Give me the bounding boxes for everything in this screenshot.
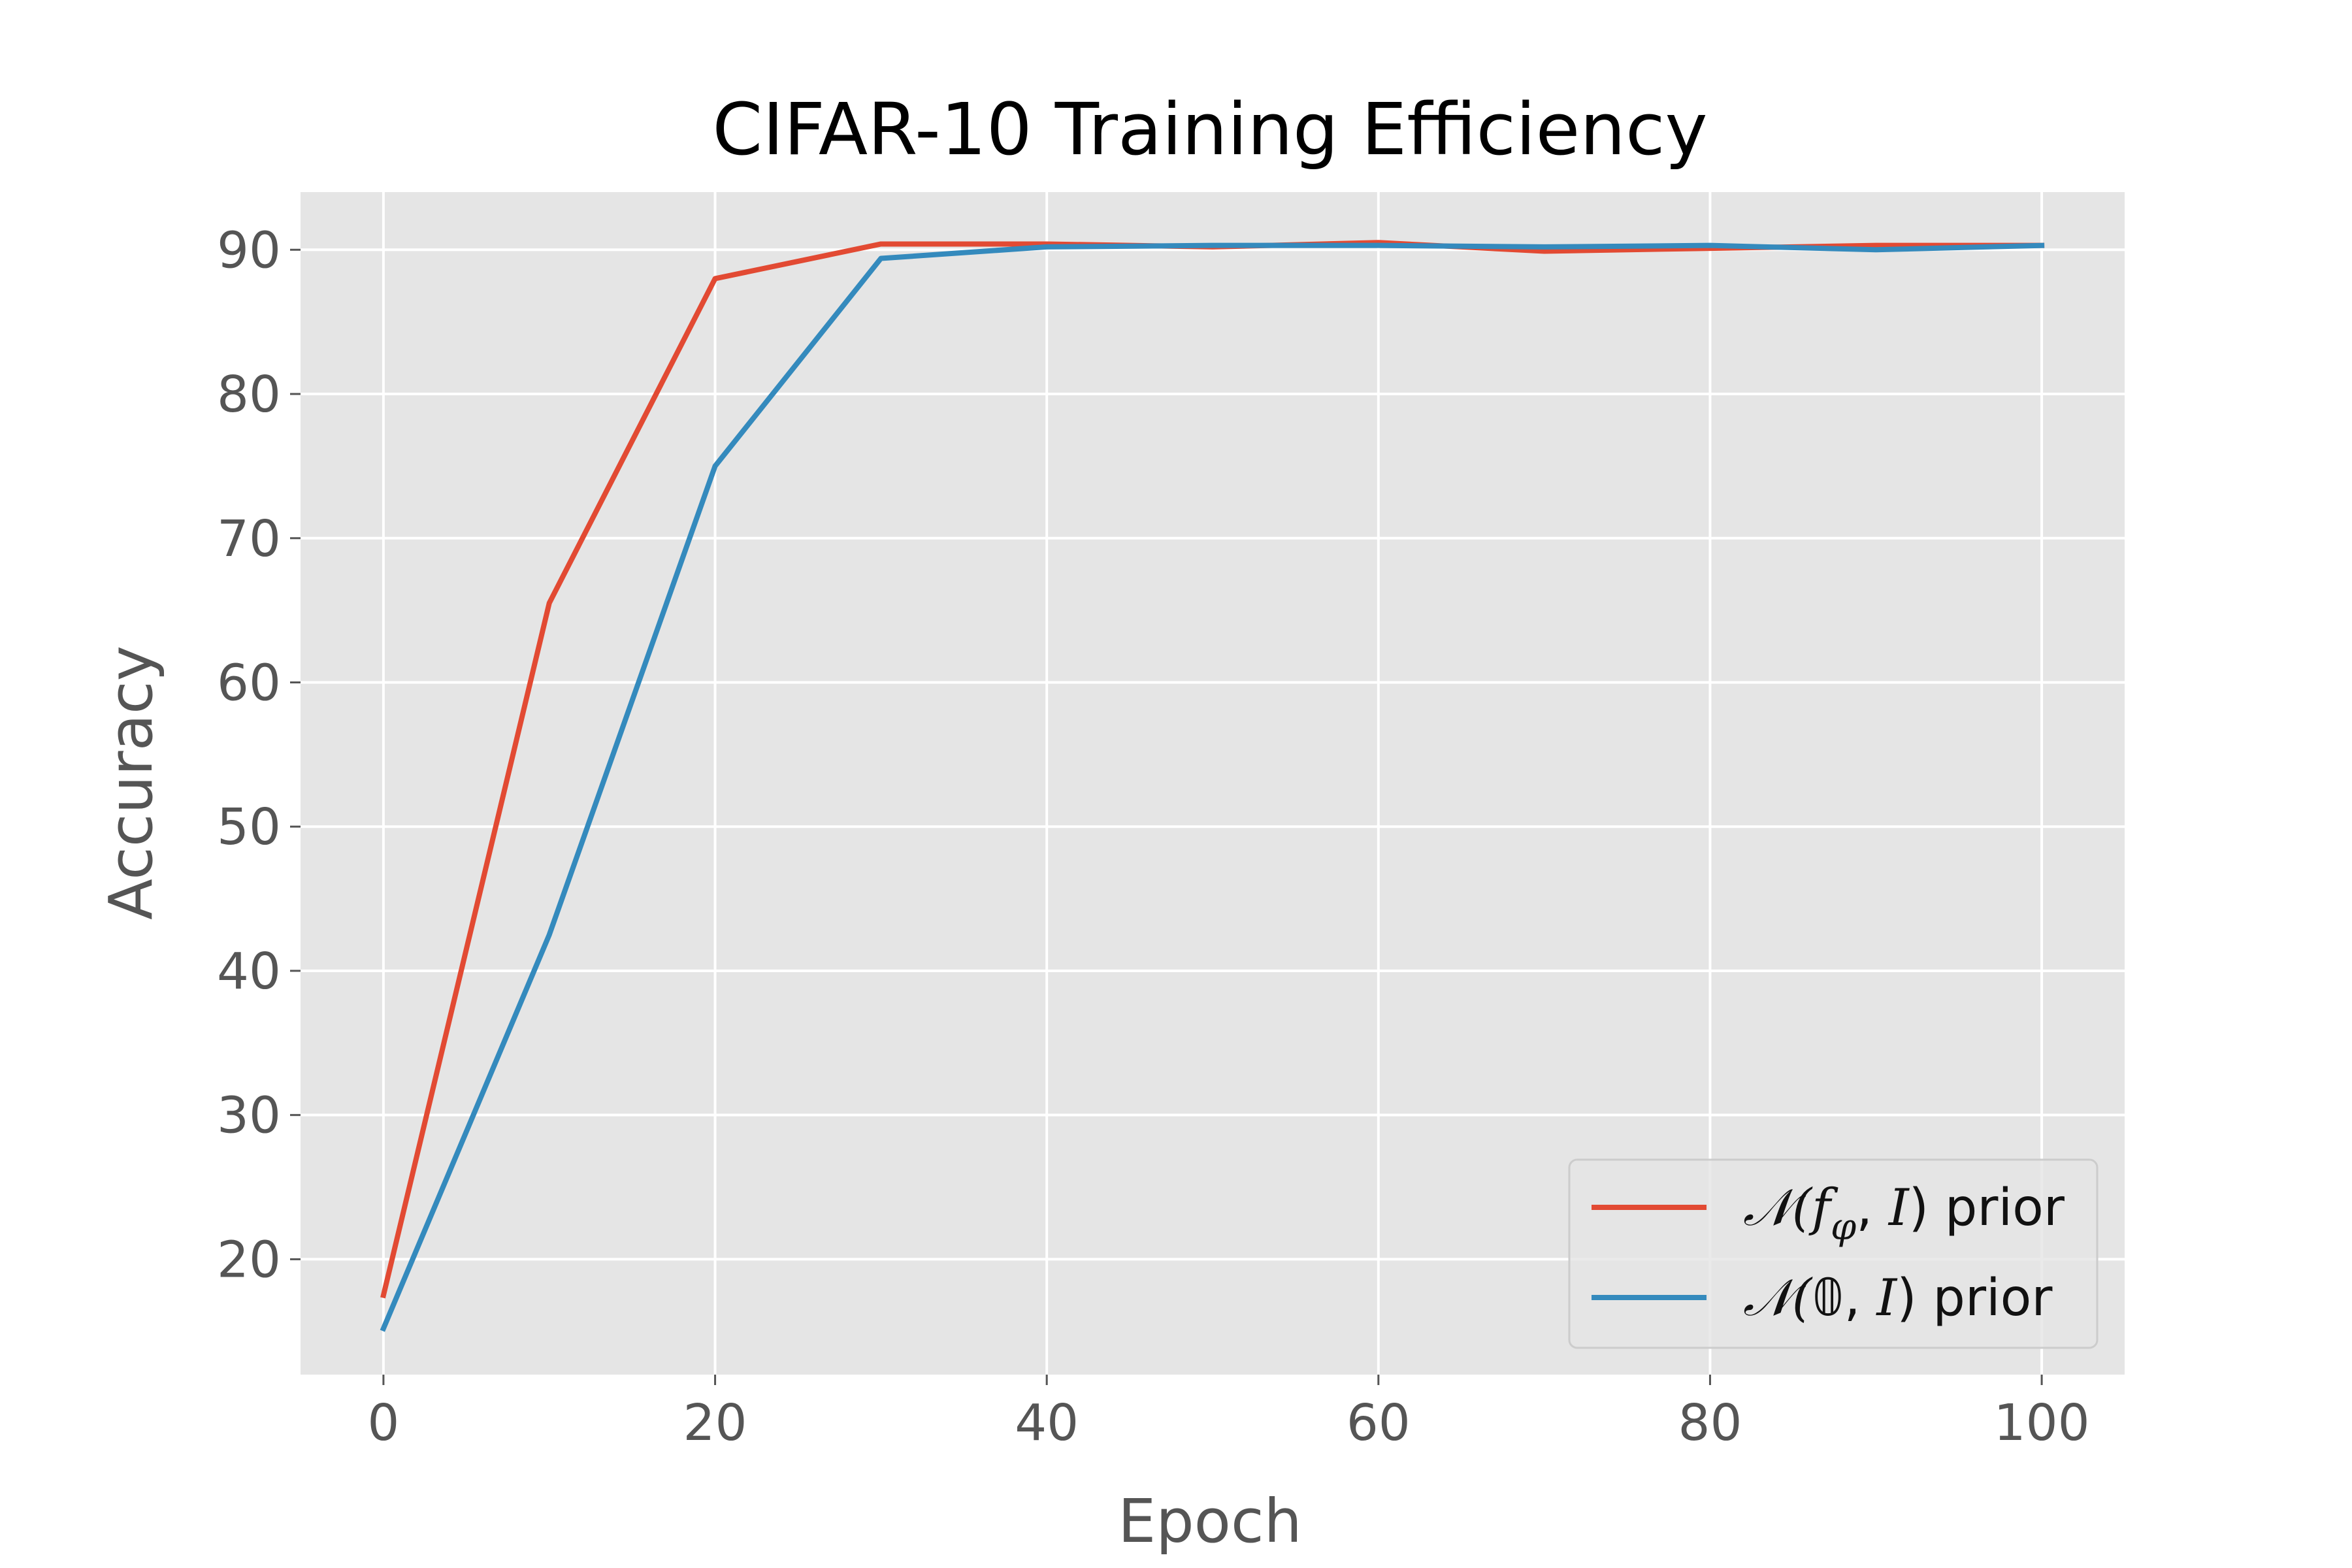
x-tick-label-1: 20	[683, 1394, 747, 1452]
x-tick-label-2: 40	[1015, 1394, 1079, 1452]
legend: 𝒩(fφ, I) prior 𝒩(𝟘, I) prior	[1568, 1158, 2099, 1349]
y-tick-label-2: 40	[217, 943, 281, 1001]
y-tick-label-4: 60	[217, 654, 281, 712]
series-line-1	[380, 242, 2045, 1332]
x-tick-label-4: 80	[1678, 1394, 1742, 1452]
chart-title: CIFAR-10 Training Efficiency	[712, 88, 1707, 171]
x-tick-label-0: 0	[367, 1394, 399, 1452]
x-axis-label: Epoch	[1118, 1486, 1302, 1556]
x-tick-label-3: 60	[1347, 1394, 1411, 1452]
x-tick-label-5: 100	[1994, 1394, 2090, 1452]
legend-label-1: 𝒩(𝟘, I) prior	[1743, 1269, 2053, 1328]
y-axis-ticks: 20 30 40 50 60 70 80 90	[217, 221, 301, 1289]
y-tick-label-0: 20	[217, 1231, 281, 1289]
series-group	[380, 240, 2045, 1332]
x-axis-ticks: 0 20 40 60 80 100	[367, 1375, 2090, 1452]
y-tick-label-3: 50	[217, 798, 281, 857]
y-tick-label-1: 30	[217, 1087, 281, 1145]
legend-label-0: 𝒩(fφ, I) prior	[1743, 1179, 2065, 1249]
y-tick-label-5: 70	[217, 510, 281, 568]
y-tick-label-6: 80	[217, 366, 281, 424]
y-axis-label: Accuracy	[96, 645, 166, 920]
y-tick-label-7: 90	[217, 221, 281, 280]
